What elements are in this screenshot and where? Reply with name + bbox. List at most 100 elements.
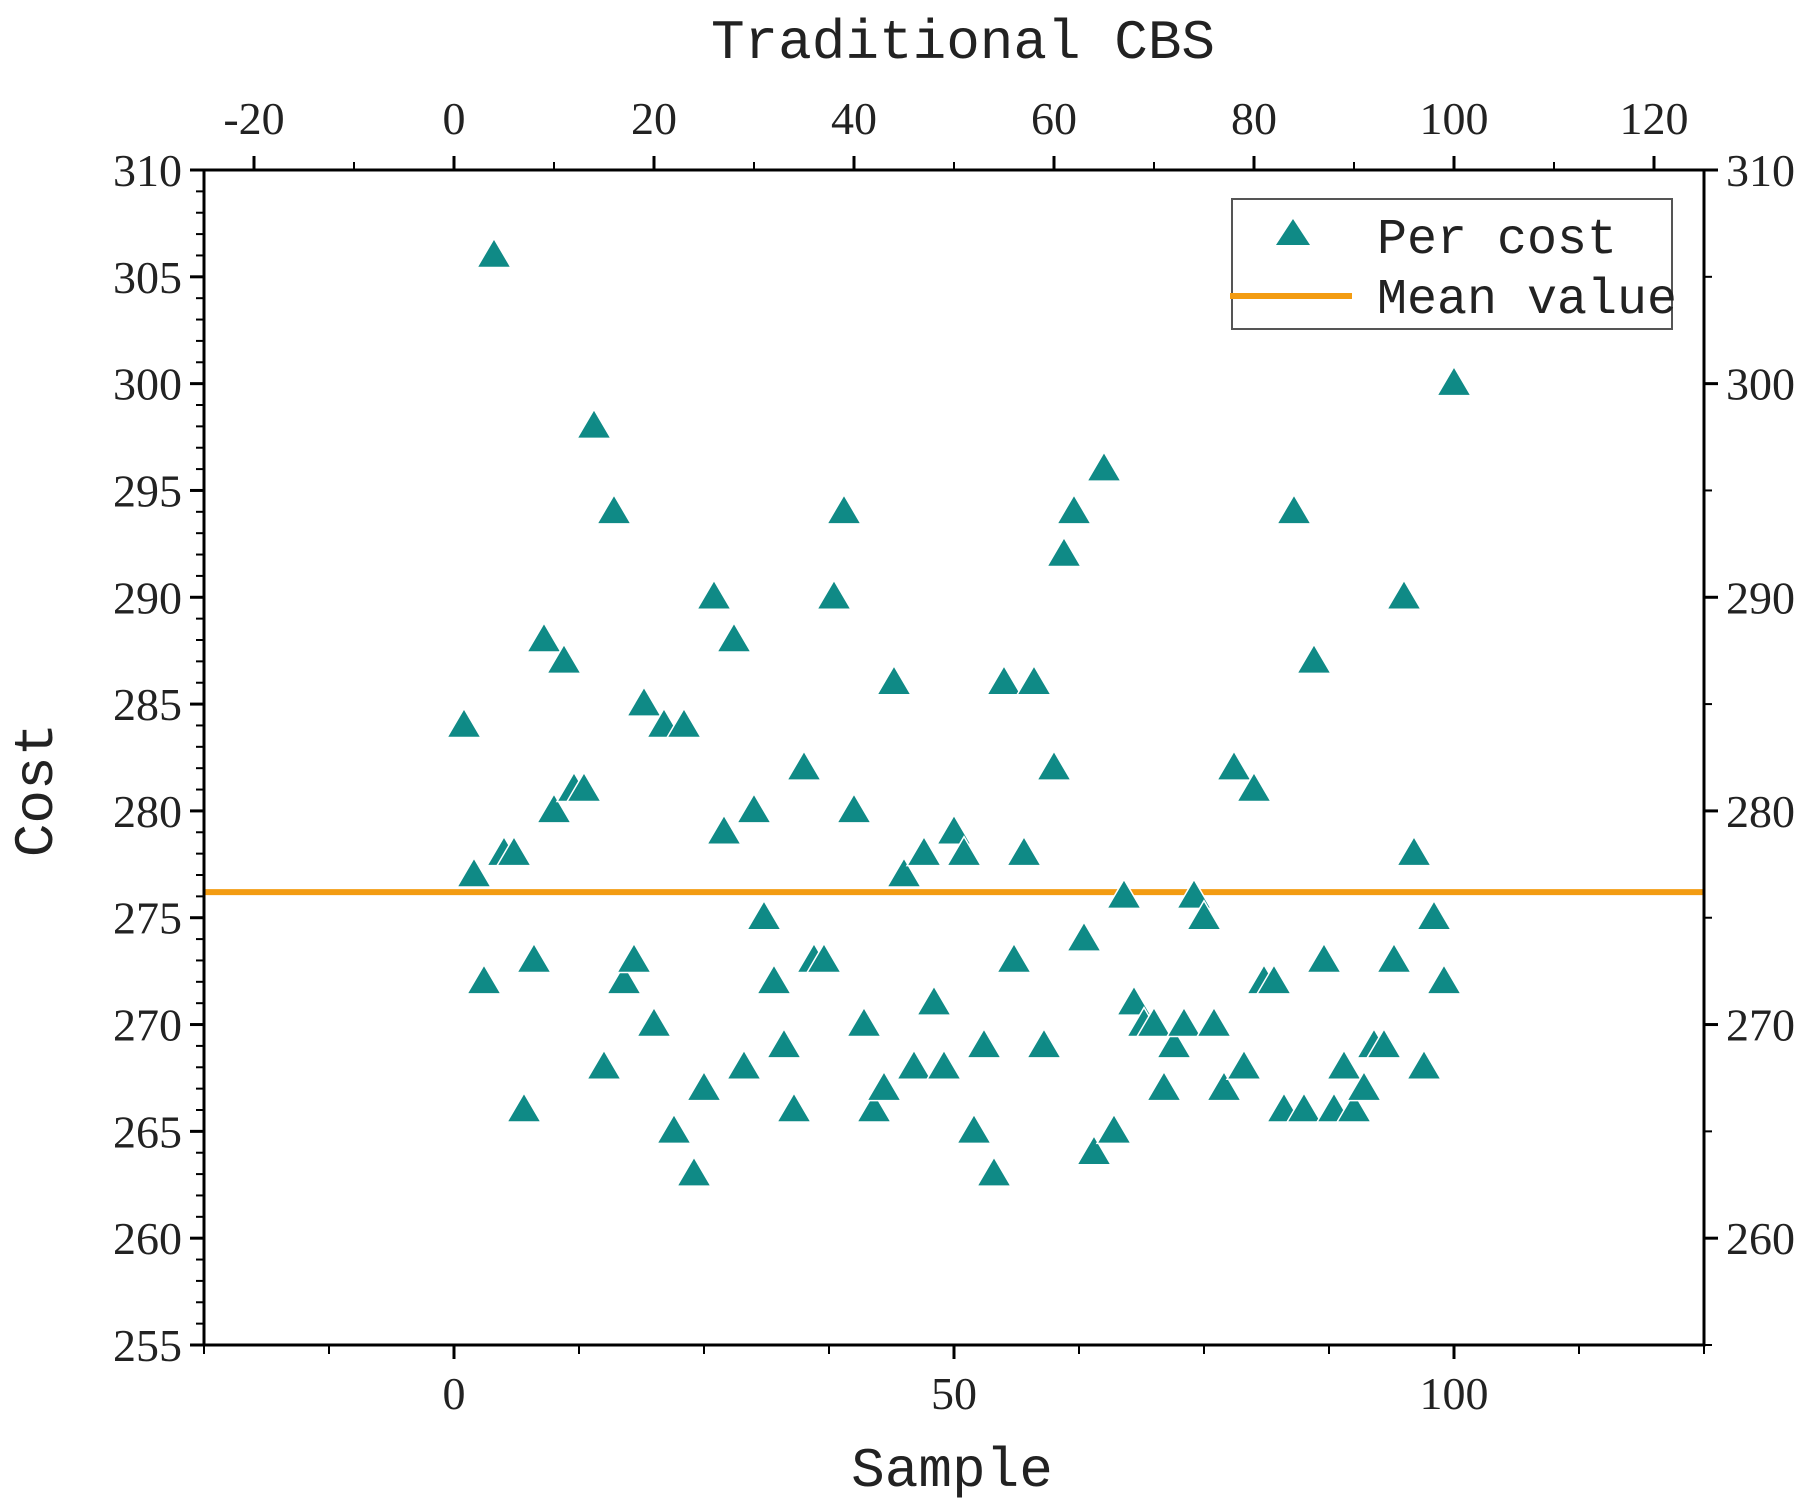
data-point-triangle: [925, 1048, 963, 1081]
data-point-triangle: [605, 963, 643, 995]
data-point-triangle: [675, 1155, 713, 1187]
data-point-triangle: [745, 899, 783, 931]
data-point-triangle: [565, 771, 603, 803]
data-point-triangle: [615, 941, 653, 974]
y-tick-label: 305: [113, 252, 182, 303]
data-point-triangle: [825, 493, 863, 525]
data-point-triangle: [1055, 493, 1093, 525]
top-tick-label: 40: [831, 93, 877, 144]
data-point-triangle: [575, 407, 613, 440]
data-point-triangle: [935, 813, 973, 846]
data-point-triangle: [1135, 1006, 1173, 1038]
data-point-triangle: [445, 706, 483, 739]
data-point-triangle: [735, 792, 773, 824]
data-point-triangle: [1025, 1027, 1063, 1059]
data-point-triangle: [1295, 642, 1333, 675]
data-point-triangle: [1425, 963, 1463, 995]
data-point-triangle: [1005, 835, 1043, 867]
data-point-triangle: [1095, 1112, 1133, 1145]
data-point-triangle: [1215, 749, 1253, 781]
right-y-tick-label: 290: [1726, 572, 1795, 623]
data-point-triangle: [1085, 450, 1123, 482]
y-tick-label: 290: [113, 572, 182, 623]
legend-per-cost-label: Per cost: [1377, 212, 1617, 269]
legend: Per cost Mean value: [1230, 198, 1677, 330]
data-point-triangle: [765, 1027, 803, 1059]
data-point-triangle: [505, 1091, 543, 1123]
chart-title: Traditional CBS: [711, 11, 1215, 75]
data-point-triangle: [1335, 1091, 1373, 1123]
data-point-triangle: [1415, 899, 1453, 931]
data-point-triangle: [875, 664, 913, 696]
data-point-triangle: [955, 1112, 993, 1145]
data-point-triangle: [1345, 1070, 1383, 1102]
data-point-triangle: [1045, 536, 1083, 568]
top-tick-label: 120: [1620, 93, 1689, 144]
data-point-triangle: [695, 578, 733, 611]
data-point-triangle: [1305, 941, 1343, 974]
right-y-tick-label: 270: [1726, 1000, 1795, 1051]
y-tick-label: 300: [113, 359, 182, 410]
y-tick-label: 265: [113, 1106, 182, 1157]
data-point-triangle: [465, 963, 503, 995]
data-point-triangle: [1075, 1134, 1113, 1166]
data-point-triangle: [705, 813, 743, 846]
data-point-triangle: [625, 685, 663, 717]
data-point-triangle: [965, 1027, 1003, 1059]
data-point-triangle: [1165, 1006, 1203, 1038]
data-point-triangle: [1255, 963, 1293, 995]
data-point-triangle: [905, 835, 943, 867]
data-point-triangle: [895, 1048, 933, 1081]
x-tick-label: 100: [1420, 1368, 1489, 1419]
x-tick-label: 50: [931, 1368, 977, 1419]
y-tick-label: 285: [113, 679, 182, 730]
right-y-tick-label: 260: [1726, 1213, 1795, 1264]
data-point-triangle: [545, 642, 583, 675]
data-point-triangle: [885, 856, 923, 888]
right-y-tick-label: 310: [1726, 145, 1795, 196]
data-point-triangle: [1435, 365, 1473, 397]
data-point-triangle: [1285, 1091, 1323, 1123]
data-point-triangle: [945, 835, 983, 867]
data-point-triangle: [1185, 899, 1223, 931]
data-point-triangle: [985, 664, 1023, 696]
data-point-triangle: [1275, 493, 1313, 525]
top-tick-label: 0: [443, 93, 466, 144]
data-point-triangle: [655, 1112, 693, 1145]
y-tick-label: 295: [113, 465, 182, 516]
data-point-triangle: [1015, 664, 1053, 696]
data-point-triangle: [685, 1070, 723, 1102]
x-axis-title: Sample: [851, 1439, 1053, 1503]
data-point-triangle: [725, 1048, 763, 1081]
x-tick-label: 0: [443, 1368, 466, 1419]
data-point-triangle: [1365, 1027, 1403, 1059]
data-point-triangle: [1155, 1027, 1193, 1059]
y-tick-label: 260: [113, 1213, 182, 1264]
y-tick-label: 280: [113, 786, 182, 837]
data-point-triangle: [755, 963, 793, 995]
data-point-triangle: [815, 578, 853, 611]
data-point-triangle: [1175, 877, 1213, 910]
y-tick-label: 270: [113, 1000, 182, 1051]
data-point-triangle: [535, 792, 573, 824]
legend-box: [1231, 198, 1673, 330]
data-point-triangle: [1385, 578, 1423, 611]
data-point-triangle: [1325, 1048, 1363, 1081]
data-point-triangle: [855, 1091, 893, 1123]
right-y-tick-label: 300: [1726, 359, 1795, 410]
data-point-triangle: [775, 1091, 813, 1123]
data-point-triangle: [1375, 941, 1413, 974]
data-point-triangle: [785, 749, 823, 781]
top-tick-label: 80: [1231, 93, 1277, 144]
data-point-triangle: [1115, 984, 1153, 1016]
data-point-triangle: [475, 236, 513, 269]
data-point-triangle: [715, 621, 753, 653]
legend-per-cost-marker: [1276, 219, 1310, 245]
data-point-triangle: [835, 792, 873, 824]
top-tick-label: 20: [631, 93, 677, 144]
data-point-triangle: [1065, 920, 1103, 952]
data-point-triangle: [1205, 1070, 1243, 1102]
data-point-triangle: [845, 1006, 883, 1038]
data-point-triangle: [455, 856, 493, 888]
